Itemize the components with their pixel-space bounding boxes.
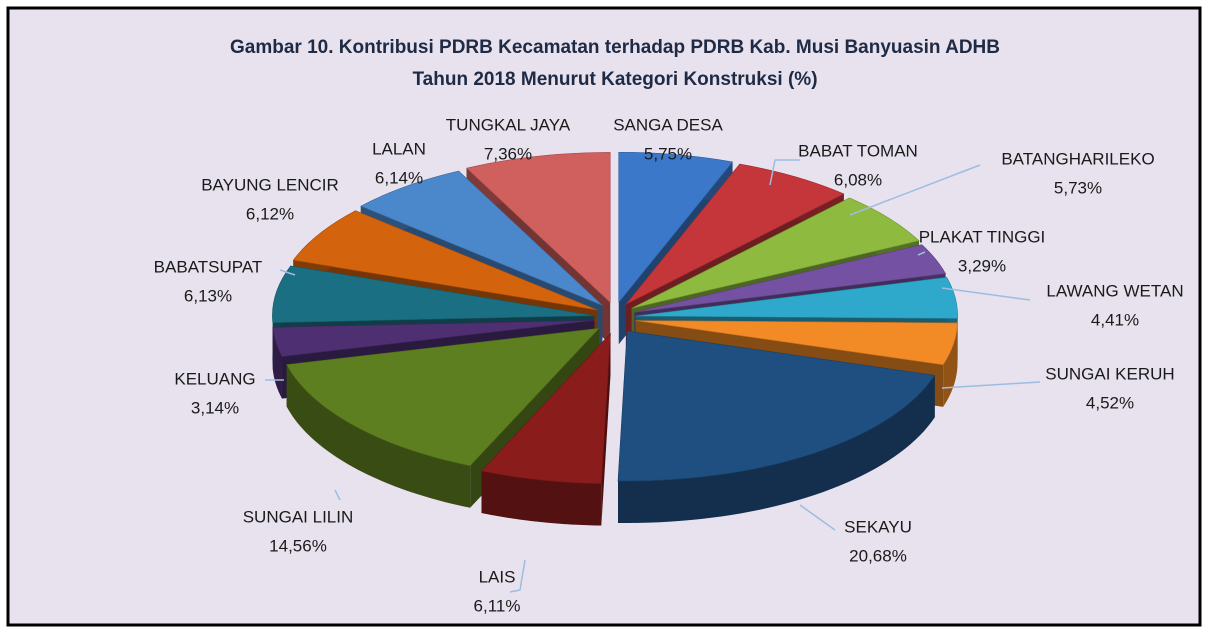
data-label-value: 20,68% xyxy=(849,546,907,565)
data-label-value: 5,75% xyxy=(644,144,692,163)
slice-top xyxy=(635,277,958,319)
data-label-value: 14,56% xyxy=(269,536,327,555)
leader-line xyxy=(941,287,1031,301)
chart-title: Gambar 10. Kontribusi PDRB Kecamatan ter… xyxy=(230,37,1000,58)
slice xyxy=(480,332,611,526)
slice-side xyxy=(481,471,602,526)
leader-line xyxy=(769,159,800,186)
data-label-value: 6,13% xyxy=(184,286,232,305)
data-label-name: LALAN xyxy=(372,139,426,158)
leader-line xyxy=(279,269,296,276)
data-label-value: 7,36% xyxy=(484,144,532,163)
data-label-name: LAIS xyxy=(479,567,516,586)
leader-line xyxy=(849,164,981,216)
slice-top xyxy=(625,163,845,305)
data-label-value: 4,41% xyxy=(1091,310,1139,329)
leader-line xyxy=(941,381,1041,389)
data-label-name: BABAT TOMAN xyxy=(798,141,918,160)
data-label-name: LAWANG WETAN xyxy=(1046,281,1183,300)
slice xyxy=(617,330,936,524)
data-label-name: BATANGHARILEKO xyxy=(1001,149,1154,168)
slice-side xyxy=(286,364,471,508)
slice-top xyxy=(286,327,600,467)
data-label-value: 6,11% xyxy=(474,596,521,615)
data-label-name: PLAKAT TINGGI xyxy=(919,227,1046,246)
chart-title: Tahun 2018 Menurut Kategori Konstruksi (… xyxy=(412,69,817,90)
slice-top xyxy=(465,152,611,304)
data-label-name: BAYUNG LENCIR xyxy=(201,175,339,194)
slice-side xyxy=(618,375,935,524)
data-label-name: SUNGAI LILIN xyxy=(243,507,354,526)
data-label-name: SEKAYU xyxy=(844,517,912,536)
leader-line xyxy=(509,559,526,593)
slice-top xyxy=(635,320,958,366)
slice-top xyxy=(272,265,595,323)
slice-wall xyxy=(601,333,611,526)
slice-top xyxy=(480,332,611,484)
data-label-name: TUNGKAL JAYA xyxy=(446,115,571,134)
data-label-name: SUNGAI KERUH xyxy=(1045,364,1174,383)
slice-top xyxy=(360,170,603,306)
data-label-value: 6,08% xyxy=(834,170,882,189)
leader-line xyxy=(334,489,341,501)
slice-top xyxy=(292,210,598,311)
slice-top xyxy=(634,244,947,313)
leader-line xyxy=(799,504,836,531)
leader-line xyxy=(917,251,926,256)
data-label-value: 3,14% xyxy=(191,398,239,417)
data-label-name: SANGA DESA xyxy=(613,115,723,134)
slice-top xyxy=(617,330,936,482)
data-label-value: 5,73% xyxy=(1054,178,1102,197)
slice-side xyxy=(272,327,282,399)
slice-top xyxy=(272,320,595,357)
data-label-value: 6,12% xyxy=(246,204,294,223)
data-label-name: BABATSUPAT xyxy=(154,257,263,276)
data-label-value: 6,14% xyxy=(375,168,423,187)
data-label-value: 4,52% xyxy=(1086,393,1134,412)
data-label-name: KELUANG xyxy=(174,369,255,388)
slice-top xyxy=(618,151,734,304)
data-label-value: 3,29% xyxy=(958,256,1006,275)
slice-top xyxy=(631,197,920,309)
